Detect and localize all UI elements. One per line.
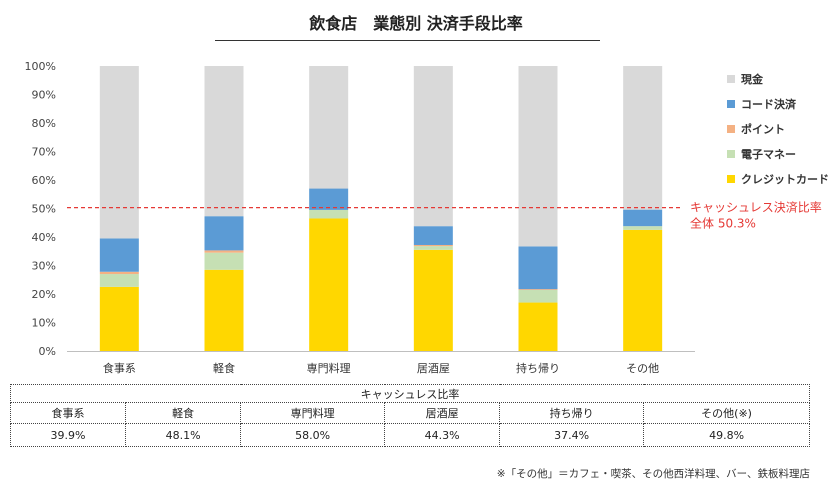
y-tick-label: 50%	[32, 203, 56, 216]
bar-segment	[518, 290, 558, 303]
y-tick-label: 0%	[39, 345, 56, 358]
table-value: 44.3%	[384, 423, 501, 447]
bar-segment	[309, 188, 349, 210]
bar-segment	[204, 269, 244, 351]
chart-title: 飲食店 業態別 決済手段比率	[309, 14, 523, 33]
bar-segment	[99, 238, 139, 272]
bar-segment	[413, 249, 453, 351]
y-tick-label: 80%	[32, 117, 56, 130]
y-tick-label: 30%	[32, 260, 56, 273]
y-tick-label: 10%	[32, 317, 56, 330]
bar-segment	[413, 226, 453, 245]
bar-segment	[623, 229, 663, 351]
cashless-ratio-table: キャッシュレス比率 食事系 軽食 専門料理 居酒屋 持ち帰り その他(※) 39…	[9, 384, 810, 447]
y-tick-label: 20%	[32, 288, 56, 301]
legend-swatch	[727, 150, 735, 158]
legend-swatch	[727, 100, 735, 108]
bar-segment	[204, 252, 244, 270]
reference-label: キャッシュレス決済比率	[690, 200, 822, 215]
table-category: 専門料理	[240, 402, 386, 424]
bar-segment	[99, 286, 139, 351]
table-category: 軽食	[125, 402, 242, 424]
legend-swatch	[727, 175, 735, 183]
legend-label: コード決済	[741, 97, 797, 111]
bar-segment	[99, 274, 139, 287]
table-value: 39.9%	[9, 423, 127, 447]
table-category: 居酒屋	[384, 402, 501, 424]
table-value: 48.1%	[125, 423, 242, 447]
bar-segment	[99, 66, 139, 239]
x-tick-label: 専門料理	[307, 361, 351, 375]
legend-label: 電子マネー	[741, 148, 796, 161]
bar-segment	[623, 209, 663, 227]
bar-segment	[518, 246, 558, 290]
table-category: 食事系	[9, 402, 127, 424]
bar-segment	[99, 271, 139, 275]
title-underline	[215, 40, 600, 41]
y-tick-label: 40%	[32, 231, 56, 244]
stacked-bar-chart: 0% 10% 20% 30% 40% 50% 60% 70% 80% 90% 100% 食事系 軽食 専門…	[25, 60, 829, 375]
y-tick-label: 100%	[25, 60, 56, 73]
x-tick-label: 持ち帰り	[516, 361, 560, 375]
table-value: 37.4%	[499, 423, 645, 447]
table-value: 49.8%	[643, 423, 810, 447]
bar-segment	[518, 302, 558, 351]
y-tick-label: 70%	[32, 146, 56, 159]
legend-label: クレジットカード	[741, 173, 829, 186]
x-tick-label: 食事系	[103, 361, 136, 375]
legend-label: ポイント	[741, 122, 785, 136]
bar-segment	[309, 218, 349, 351]
x-tick-label: その他	[626, 362, 659, 375]
y-tick-label: 90%	[32, 89, 56, 102]
reference-value-label: 全体 50.3%	[690, 216, 756, 231]
y-tick-label: 60%	[32, 174, 56, 187]
bar-segment	[204, 250, 244, 253]
table-category: その他(※)	[643, 402, 810, 424]
bar-segment	[518, 66, 558, 247]
table-header: キャッシュレス比率	[10, 384, 810, 403]
bar-segment	[623, 66, 663, 210]
bar-segment	[309, 209, 349, 219]
bar-segment	[623, 226, 663, 230]
bar-segment	[413, 66, 453, 227]
x-tick-label: 軽食	[213, 361, 235, 375]
legend-swatch	[727, 75, 735, 83]
bar-segment	[204, 216, 244, 251]
table-value: 58.0%	[240, 423, 386, 447]
bar-segment	[413, 244, 453, 247]
bar-segment	[309, 66, 349, 189]
footnote: ※「その他」＝カフェ・喫茶、その他西洋料理、バー、鉄板料理店	[496, 468, 810, 480]
table-category: 持ち帰り	[499, 402, 645, 424]
legend-label: 現金	[741, 72, 764, 86]
bar-segment	[518, 289, 558, 291]
legend-swatch	[727, 125, 735, 133]
bar-segment	[413, 246, 453, 250]
bar-segment	[204, 66, 244, 217]
x-tick-label: 居酒屋	[417, 362, 450, 375]
